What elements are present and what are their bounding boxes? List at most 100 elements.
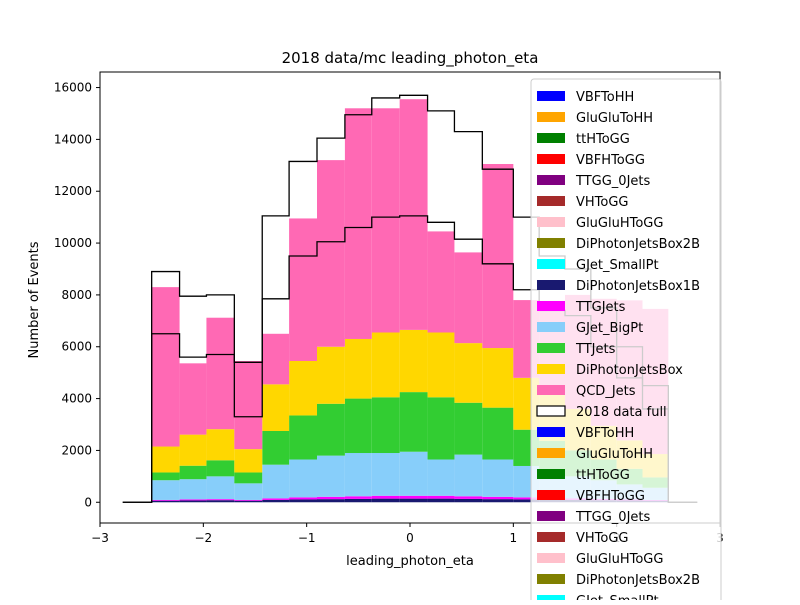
legend-label: VBFHToGG xyxy=(576,153,645,168)
x-tick-label: −3 xyxy=(91,531,109,545)
y-tick-label: 4000 xyxy=(61,392,92,406)
bar-diphotonjetsbox xyxy=(427,332,455,398)
bar-diphotonjetsbox1b xyxy=(289,499,317,503)
legend-label: GluGluHToGG xyxy=(576,552,663,567)
bar-diphotonjetsbox xyxy=(344,338,372,399)
bar-gjet-bigpt xyxy=(317,455,345,497)
bar-ttgjets xyxy=(399,495,428,499)
axes: −3−2−10123020004000600080001000012000140… xyxy=(54,71,724,545)
bar-gjet-bigpt xyxy=(289,459,317,498)
bar-diphotonjetsbox1b xyxy=(513,499,540,503)
legend-swatch xyxy=(537,595,565,605)
y-tick-label: 8000 xyxy=(61,288,92,302)
legend-swatch xyxy=(537,175,565,185)
legend-label: QCD_Jets xyxy=(576,384,636,399)
bar-diphotonjetsbox xyxy=(234,449,263,473)
legend: VBFToHH GluGluToHH ttHToGG VBFHToGG TTGG_0Je… xyxy=(530,78,722,605)
bar-qcd-jets xyxy=(399,99,428,330)
legend-label: TTGG_0Jets xyxy=(575,510,651,525)
bar-qcd-jets xyxy=(206,317,235,430)
bar-ttjets xyxy=(399,392,428,452)
bar-diphotonjetsbox1b xyxy=(151,500,180,503)
legend-label: TTGG_0Jets xyxy=(575,174,651,189)
bar-ttjets xyxy=(344,398,372,454)
bar-diphotonjetsbox1b xyxy=(179,500,207,503)
x-axis-label: leading_photon_eta xyxy=(346,554,474,569)
legend-label: GluGluToHH xyxy=(576,447,653,462)
legend-swatch xyxy=(537,511,565,521)
bar-ttjets xyxy=(151,472,180,481)
bar-diphotonjetsbox1b xyxy=(317,499,345,503)
y-tick-label: 10000 xyxy=(54,236,92,250)
legend-label: VBFHToGG xyxy=(576,489,645,504)
bar-ttgjets xyxy=(206,499,235,501)
bar-qcd-jets xyxy=(179,363,207,435)
x-tick-label: 0 xyxy=(406,531,414,545)
legend-label: ttHToGG xyxy=(576,468,630,483)
legend-label: GJet_SmallPt xyxy=(576,258,659,273)
legend-label: DiPhotonJetsBox2B xyxy=(576,573,700,588)
bar-ttjets xyxy=(179,465,207,480)
legend-label: VHToGG xyxy=(576,195,629,210)
legend-label: TTGJets xyxy=(575,300,626,315)
legend-swatch xyxy=(537,574,565,584)
bar-qcd-jets xyxy=(317,160,345,347)
bar-diphotonjetsbox1b xyxy=(262,499,290,503)
bar-diphotonjetsbox1b xyxy=(399,498,428,503)
bar-ttjets xyxy=(234,472,263,484)
bar-qcd-jets xyxy=(151,287,180,447)
bar-ttjets xyxy=(427,397,455,460)
bar-diphotonjetsbox xyxy=(317,346,345,404)
bar-diphotonjetsbox xyxy=(179,434,207,466)
bar-qcd-jets xyxy=(344,108,372,339)
legend-swatch xyxy=(537,385,565,395)
legend-label: DiPhotonJetsBox2B xyxy=(576,237,700,252)
bar-diphotonjetsbox xyxy=(482,348,514,408)
bar-ttgjets xyxy=(513,497,540,500)
bar-ttgjets xyxy=(289,497,317,500)
bar-gjet-bigpt xyxy=(262,464,290,499)
bar-diphotonjetsbox1b xyxy=(482,499,514,503)
legend-label: GJet_SmallPt xyxy=(576,594,659,600)
legend-label: DiPhotonJetsBox xyxy=(576,363,683,378)
bar-diphotonjetsbox xyxy=(206,429,235,461)
legend-label: TTJets xyxy=(575,342,616,357)
legend-swatch xyxy=(537,301,565,311)
bar-diphotonjetsbox1b xyxy=(234,500,263,503)
legend-swatch xyxy=(537,280,565,290)
bar-gjet-bigpt xyxy=(371,453,400,496)
bar-ttgjets xyxy=(482,496,514,500)
bar-qcd-jets xyxy=(289,218,317,362)
bar-diphotonjetsbox xyxy=(399,329,428,393)
legend-swatch xyxy=(537,196,565,206)
y-tick-label: 14000 xyxy=(54,132,92,146)
bar-diphotonjetsbox1b xyxy=(206,500,235,503)
y-tick-label: 2000 xyxy=(61,443,92,457)
bar-qcd-jets xyxy=(454,252,483,344)
legend-swatch xyxy=(537,532,565,542)
legend-label: VBFToHH xyxy=(576,90,634,105)
y-tick-label: 16000 xyxy=(54,81,92,95)
legend-swatch xyxy=(537,133,565,143)
bar-ttgjets xyxy=(234,499,263,501)
bar-ttgjets xyxy=(262,498,290,500)
bar-ttjets xyxy=(454,402,483,455)
bar-diphotonjetsbox1b xyxy=(344,498,372,503)
legend-swatch xyxy=(537,553,565,563)
legend-label: ttHToGG xyxy=(576,132,630,147)
bar-qcd-jets xyxy=(234,361,263,450)
y-tick-label: 12000 xyxy=(54,184,92,198)
bar-gjet-bigpt xyxy=(234,483,263,500)
legend-swatch xyxy=(537,259,565,269)
bar-ttgjets xyxy=(427,495,455,499)
x-tick-label: 1 xyxy=(510,531,518,545)
y-tick-label: 6000 xyxy=(61,340,92,354)
legend-label: 2018 data full xyxy=(576,405,667,420)
bar-ttjets xyxy=(317,403,345,456)
legend-label: GluGluHToGG xyxy=(576,216,663,231)
legend-swatch xyxy=(537,448,565,458)
bar-qcd-jets xyxy=(371,108,400,333)
legend-swatch xyxy=(537,238,565,248)
bar-ttgjets xyxy=(344,496,372,499)
